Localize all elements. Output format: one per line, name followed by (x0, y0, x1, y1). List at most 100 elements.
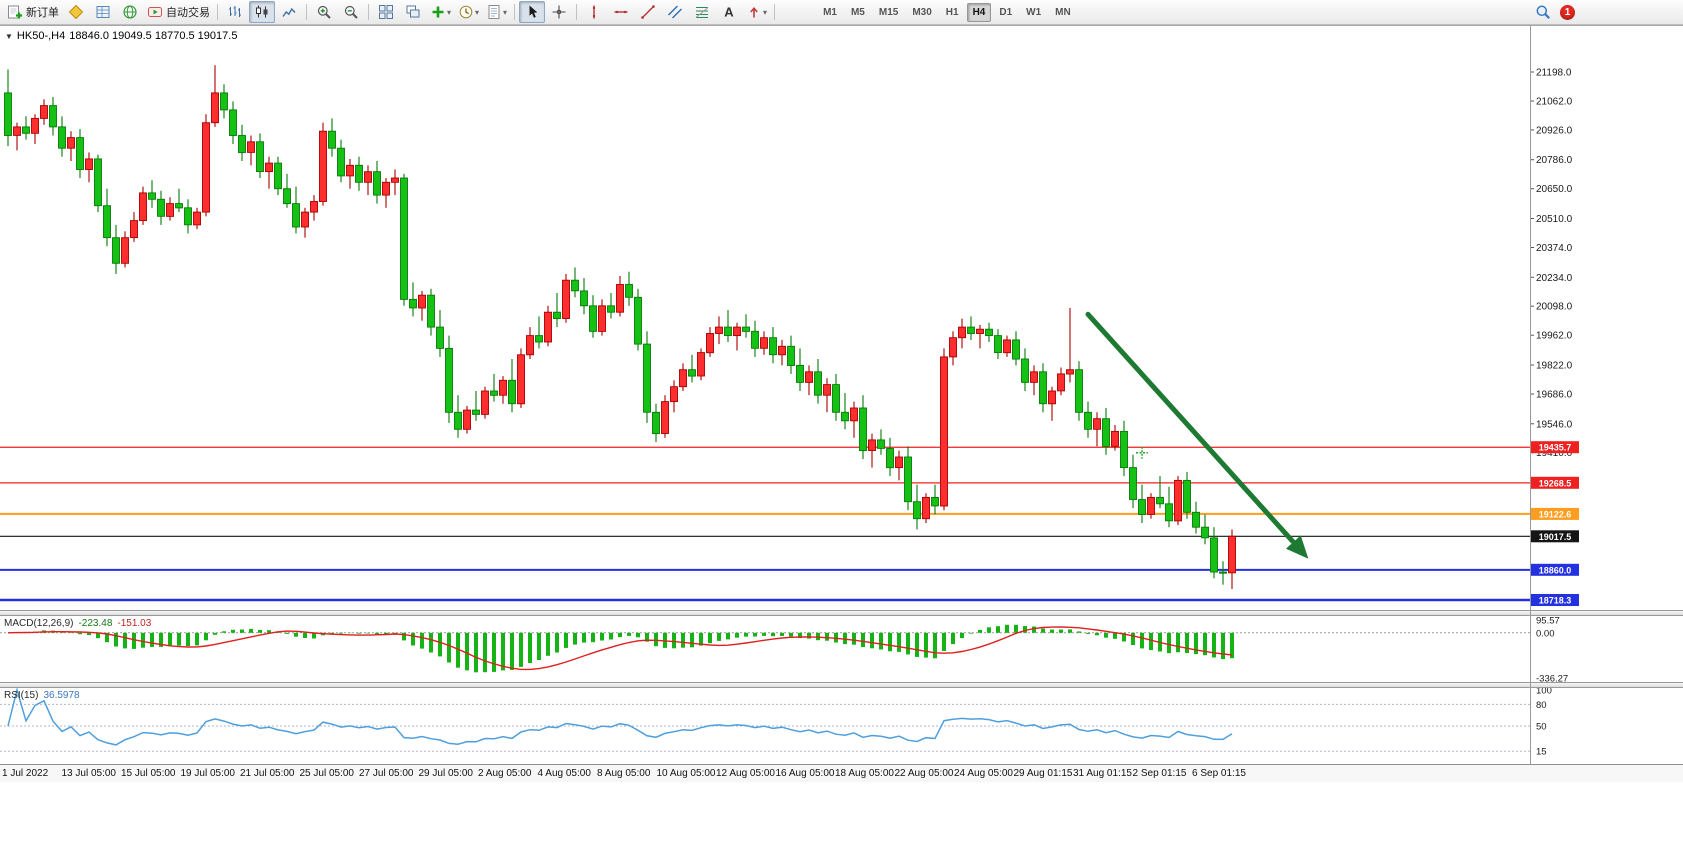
rsi-name: RSI(15) (4, 690, 39, 701)
timeframe-m5-button[interactable]: M5 (850, 6, 865, 18)
toolbar-separator (514, 4, 516, 20)
timeframe-group: M1 M5 M15 M30 H1 H4 D1 W1 MN (817, 2, 1077, 22)
channel-button[interactable] (662, 1, 688, 23)
zoom-in-button[interactable] (311, 1, 337, 23)
timeframe-m15-button[interactable]: M15 (878, 6, 899, 18)
vertical-line-button[interactable] (581, 1, 607, 23)
market-watch-button[interactable] (90, 1, 116, 23)
cross-marker (1136, 446, 1148, 459)
time-axis-label: 12 Aug 05:00 (716, 768, 775, 779)
cursor-button[interactable] (519, 1, 546, 23)
macd-value-signal: -151.03 (117, 618, 152, 629)
bar-chart-icon (227, 4, 243, 20)
time-axis-label: 4 Aug 05:00 (537, 768, 591, 779)
time-axis-label: 21 Jul 05:00 (240, 768, 295, 779)
dropdown-caret-icon: ▾ (503, 7, 508, 17)
notifications-badge[interactable]: 1 (1560, 4, 1575, 20)
candlestick-chart[interactable]: 21198.0 21062.0 20926.0 20786.0 20650.0 20510… (0, 26, 1683, 610)
vertical-line-icon (586, 4, 602, 20)
zoom-out-button[interactable] (338, 1, 364, 23)
price-tag (1531, 530, 1579, 543)
time-axis-label: 25 Jul 05:00 (299, 768, 355, 779)
toolbar-separator (217, 4, 218, 20)
time-axis-label: 29 Aug 01:15 (1013, 768, 1073, 779)
macd-axis-label: 95.57 (1536, 616, 1560, 627)
search-button[interactable] (1530, 1, 1556, 23)
macd-panel-chart[interactable]: 95.570.00 -336.27 (0, 616, 1683, 682)
periods-button[interactable]: ▾ (455, 1, 482, 23)
price-tick: 20510.0 (1536, 214, 1573, 225)
rsi-axis-label: 80 (1536, 700, 1547, 711)
dropdown-caret-icon: ▾ (447, 7, 452, 17)
price-tick: 19410.0 (1536, 448, 1573, 459)
trendline-button[interactable] (635, 1, 661, 23)
web-terminal-button[interactable] (117, 1, 143, 23)
fibonacci-button[interactable] (689, 1, 715, 23)
time-axis-label: 8 Aug 05:00 (597, 768, 651, 779)
svg-text:18860.0: 18860.0 (1539, 565, 1572, 575)
time-axis-label: 29 Jul 05:00 (418, 768, 474, 779)
panel-splitter[interactable] (0, 682, 1683, 688)
one-click-trading-toggle[interactable]: ▼ (5, 31, 13, 41)
periods-icon (458, 4, 474, 20)
cascade-windows-button[interactable] (400, 1, 426, 23)
chart-frame-border (0, 25, 1683, 26)
candlestick-chart-button[interactable] (249, 1, 275, 23)
tile-windows-button[interactable] (373, 1, 399, 23)
price-tag (1531, 594, 1579, 606)
zoom-in-icon (316, 4, 332, 20)
crosshair-icon (551, 4, 567, 20)
time-axis-label: 24 Aug 05:00 (954, 768, 1013, 779)
time-axis-label: 15 Jul 05:00 (121, 768, 176, 779)
new-order-label: 新订单 (26, 7, 59, 19)
autotrading-label: 自动交易 (166, 7, 210, 19)
rsi-axis-label: 100 (1536, 688, 1552, 697)
autotrading-button[interactable]: 自动交易 (144, 1, 213, 23)
trend-arrow (1085, 311, 1309, 559)
line-chart-button[interactable] (276, 1, 302, 23)
timeframe-m30-button[interactable]: M30 (912, 6, 932, 18)
templates-button[interactable]: ▾ (483, 1, 510, 23)
toolbar: 新订单 自动交易 ▾ ▾ ▾ A ▾ M1 (0, 0, 1683, 25)
toolbar-separator (774, 4, 776, 20)
templates-icon (486, 4, 502, 20)
text-button[interactable]: A (716, 1, 742, 23)
time-axis-label: 13 Jul 05:00 (61, 768, 117, 779)
new-order-button[interactable]: 新订单 (4, 1, 62, 23)
price-tick: 21062.0 (1536, 97, 1573, 108)
time-axis-label: 1 Jul 2022 (2, 768, 49, 779)
toolbar-right: 1 (1530, 1, 1575, 23)
rsi-panel-chart[interactable]: 100 80 50 15 (0, 688, 1683, 764)
time-axis-label: 18 Aug 05:00 (835, 768, 894, 779)
price-tick: 20374.0 (1536, 243, 1573, 254)
price-tag (1531, 507, 1579, 520)
ohlc-text: 18846.0 19049.5 18770.5 19017.5 (69, 30, 238, 42)
timeframe-m1-button[interactable]: M1 (823, 6, 837, 18)
price-tick: 20650.0 (1536, 184, 1573, 195)
arrows-button[interactable]: ▾ (743, 1, 770, 23)
crosshair-button[interactable] (546, 1, 572, 23)
price-tag (1531, 441, 1579, 454)
add-indicator-button[interactable]: ▾ (427, 1, 454, 23)
timeframe-mn-button[interactable]: MN (1055, 6, 1071, 18)
horizontal-line-button[interactable] (608, 1, 634, 23)
macd-value-main: -223.48 (78, 618, 113, 629)
panel-splitter[interactable] (0, 610, 1683, 616)
symbol-label: ▼ HK50-,H4 18846.0 19049.5 18770.5 19017… (5, 30, 237, 42)
price-axis[interactable] (1531, 26, 1591, 610)
timeframe-h4-button[interactable]: H4 (966, 2, 992, 22)
time-axis-label: 2 Sep 01:15 (1132, 768, 1187, 779)
timeframe-w1-button[interactable]: W1 (1026, 6, 1042, 18)
svg-text:19435.7: 19435.7 (1539, 443, 1572, 453)
web-icon (122, 4, 138, 20)
bar-chart-button[interactable] (222, 1, 248, 23)
rsi-label: RSI(15) 36.5978 (4, 690, 80, 701)
price-tag (1531, 563, 1579, 576)
price-tag (1531, 476, 1579, 489)
autotrading-icon (147, 4, 163, 20)
timeframe-d1-button[interactable]: D1 (999, 6, 1013, 18)
timeframe-h1-button[interactable]: H1 (945, 6, 959, 18)
metaeditor-button[interactable] (63, 1, 89, 23)
price-tick: 20926.0 (1536, 125, 1573, 136)
time-axis[interactable]: 1 Jul 2022 13 Jul 05:00 15 Jul 05:00 19 Jul… (0, 764, 1683, 782)
